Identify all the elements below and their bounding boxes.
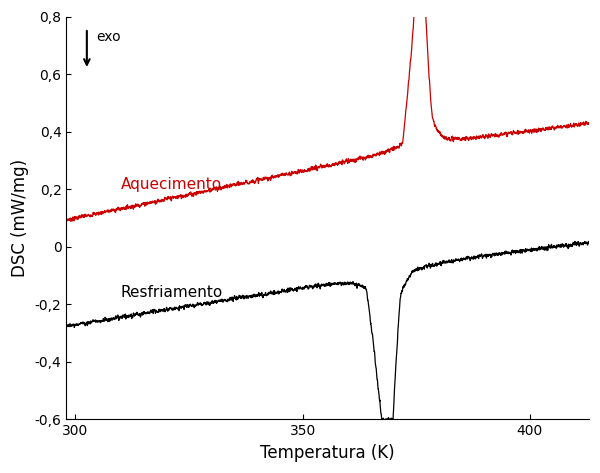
Text: exo: exo (96, 30, 121, 44)
Text: Aquecimento: Aquecimento (121, 177, 222, 192)
Y-axis label: DSC (mW/mg): DSC (mW/mg) (11, 159, 29, 277)
X-axis label: Temperatura (K): Temperatura (K) (260, 444, 395, 462)
Text: Resfriamento: Resfriamento (121, 285, 223, 300)
